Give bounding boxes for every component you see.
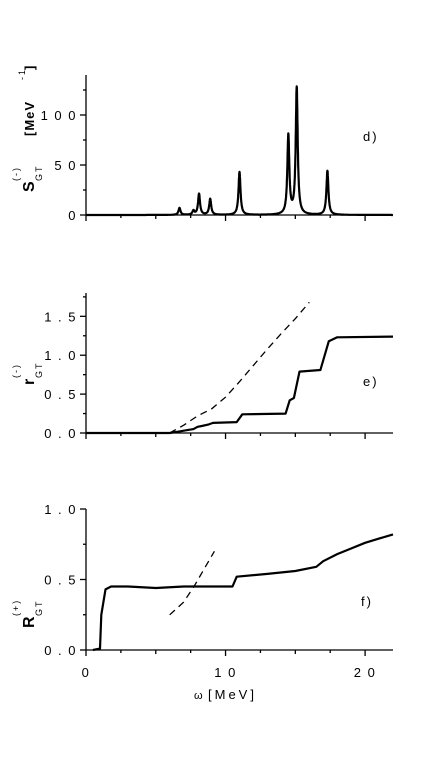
y-tick-label-f: 1 . 0 — [44, 502, 77, 517]
series-solid-f — [92, 533, 394, 652]
y-axis-label-f: R (+) GT — [11, 599, 44, 628]
x-tick-label: 0 — [82, 665, 91, 680]
y-axis-label-e: r (-) GT — [11, 362, 44, 386]
x-tick-label: 2 0 — [354, 665, 377, 680]
y-tick-label-d: 1 0 0 — [41, 108, 77, 123]
series-solid-e — [86, 335, 394, 435]
series-solid-d — [85, 85, 394, 217]
y-tick-label-d: 0 — [68, 208, 77, 223]
y-tick-label-f: 0 . 5 — [44, 573, 77, 588]
y-label-unit-sup-d: -1 — [17, 68, 27, 80]
y-label-main-f: R — [21, 616, 38, 628]
y-label-main-e: r — [21, 379, 38, 385]
x-label-symbol: ω — [194, 690, 206, 702]
y-label-unit-close-d: ] — [22, 65, 37, 70]
x-label-text: [MeV] — [208, 687, 257, 702]
y-label-sub-e: GT — [34, 362, 44, 379]
panel-label-d: d) — [363, 129, 379, 144]
y-label-unit-d: [MeV — [22, 101, 37, 136]
y-label-sub-d: GT — [34, 165, 44, 182]
y-label-sup-e: (-) — [11, 363, 21, 378]
panel-label-f: f) — [361, 594, 373, 609]
y-axis-label-d: S (-) GT [MeV -1 ] — [11, 65, 44, 192]
y-tick-label-d: 5 0 — [54, 158, 77, 173]
y-label-sub-f: GT — [34, 600, 44, 617]
series-dashed-e — [169, 301, 310, 434]
y-tick-label-e: 1 . 0 — [44, 348, 77, 363]
y-tick-label-e: 0 . 0 — [44, 426, 77, 441]
panel-label-e: e) — [363, 374, 379, 389]
series-dashed-f — [169, 550, 215, 616]
panel-e: r (-) GT e) 0 . 0 0 . 5 1 . 0 1 . 5 — [11, 293, 394, 441]
x-axis-label: ω [MeV] — [194, 687, 257, 702]
y-label-sup-d: (-) — [11, 166, 21, 181]
y-label-main-d: S — [21, 181, 38, 192]
y-tick-label-f: 0 . 0 — [44, 643, 77, 658]
y-label-sup-f: (+) — [11, 599, 21, 616]
panel-f: R (+) GT f) ω [MeV] 0 . 0 0 . 5 1 . 0 0 1 0 2… — [11, 502, 394, 702]
y-tick-label-e: 1 . 5 — [44, 309, 77, 324]
x-tick-label: 1 0 — [214, 665, 237, 680]
panel-d: S (-) GT [MeV -1 ] d) 0 5 0 1 0 0 — [11, 65, 394, 223]
y-tick-label-e: 0 . 5 — [44, 387, 77, 402]
